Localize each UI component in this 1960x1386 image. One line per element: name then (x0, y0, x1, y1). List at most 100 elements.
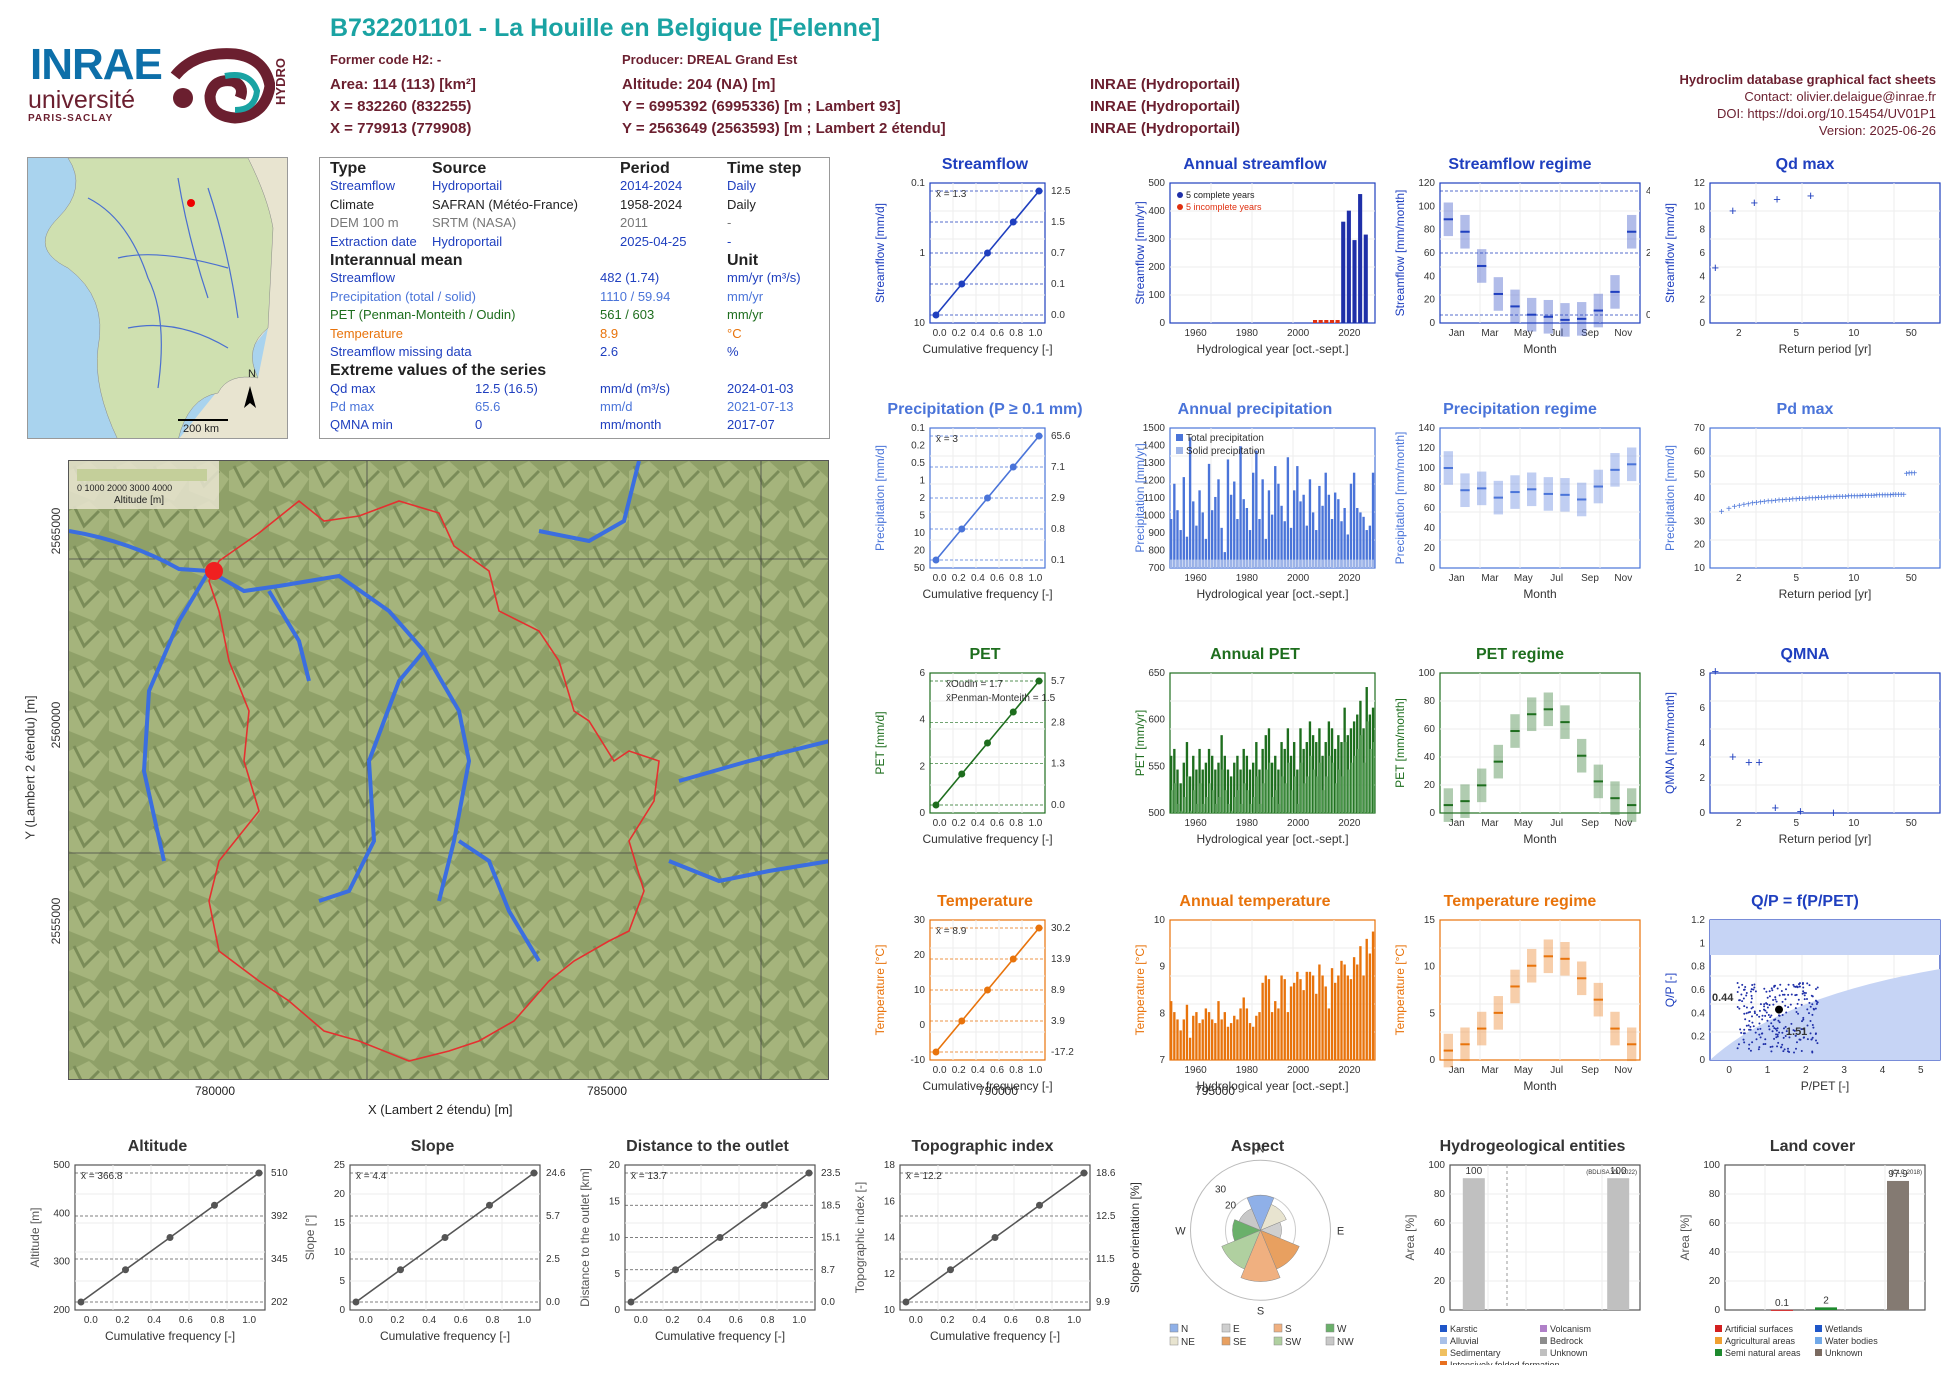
right-tick-label: 15.1 (821, 1233, 840, 1244)
legend-label: Artificial surfaces (1725, 1324, 1794, 1334)
legend-marker (1177, 204, 1183, 210)
scatter-point (1776, 1045, 1779, 1048)
chart-title: Qd max (1776, 156, 1835, 173)
solid-bar (1204, 559, 1208, 568)
incomplete-bar (1318, 320, 1323, 323)
scatter-point (1773, 1027, 1776, 1030)
annual-bar (1318, 964, 1321, 1060)
right-tick-label: 392 (271, 1211, 288, 1222)
scatter-point (1775, 1036, 1778, 1039)
annual-bar-pm (1193, 790, 1195, 813)
annual-bar-pm (1300, 762, 1303, 813)
annual-bar-pm (1353, 755, 1356, 813)
scatter-point (1777, 1041, 1780, 1044)
chart-annual_pet: Annual PET 500 550 600 650 1960 1980 2000 2020 Hy… (1133, 646, 1376, 846)
mean-value: 561 / 603 (600, 307, 655, 323)
ytick-label: 550 (1148, 761, 1165, 772)
compass-label: S (1257, 1305, 1264, 1317)
scatter-point (1806, 1008, 1809, 1011)
annual-bar-pm (1202, 803, 1205, 813)
doi-link[interactable]: DOI: https://doi.org/10.15454/UV01P1 (1717, 106, 1936, 121)
scatter-point (1750, 1001, 1753, 1004)
ytick-label: 0 (1429, 563, 1435, 574)
scatter-point (1781, 1000, 1784, 1003)
ytick-label: 10 (884, 1305, 896, 1316)
scatter-point (1767, 1013, 1770, 1016)
solid-bar (1359, 559, 1362, 568)
cdf-point (77, 1298, 85, 1306)
ytick-label: 20 (1424, 295, 1436, 306)
contact[interactable]: Contact: olivier.delaigue@inrae.fr (1744, 89, 1936, 104)
scatter-point (1758, 1022, 1761, 1025)
xtick-label: 1960 (1185, 328, 1208, 339)
scatter-point (1776, 1027, 1779, 1030)
annual-bar-pm (1240, 803, 1243, 813)
scatter-point (1774, 1018, 1777, 1021)
right-tick-label: 18.5 (821, 1200, 840, 1211)
xtick-label: 1.0 (242, 1315, 256, 1326)
annual-bar (1192, 755, 1195, 813)
ytick-label: 20 (914, 950, 926, 961)
annual-bar (1334, 982, 1337, 1060)
ytick-label: 60 (1434, 1218, 1446, 1229)
annual-bar (1204, 762, 1208, 813)
scatter-point (1795, 1011, 1798, 1014)
bar-value-label: 100 (1610, 1166, 1627, 1177)
xtick-label: 2000 (1287, 328, 1310, 339)
annual-bar (1277, 769, 1280, 813)
xtick-label: 10 (1848, 573, 1860, 584)
scatter-point (1753, 983, 1756, 986)
xtick-label: 2020 (1338, 1065, 1361, 1076)
annual-bar (1293, 982, 1296, 1060)
annual-bar (1261, 748, 1264, 813)
annual-bar-pm (1246, 790, 1249, 813)
col-step: Time step (727, 160, 802, 177)
cdf-point (397, 1266, 404, 1274)
legend-swatch (1273, 1323, 1283, 1333)
y-axis-label: Precipitation [mm/d] (1663, 445, 1677, 551)
ytick-label: 16 (884, 1196, 896, 1207)
annual-bar (1308, 479, 1312, 568)
annual-bar (1324, 986, 1327, 1060)
source-step: Daily (727, 196, 756, 212)
annual-bar (1198, 1023, 1201, 1060)
annual-bar (1324, 472, 1327, 568)
chart-slope: Slope 0 5 10 15 20 25 0.0 0.2 0.4 0.6 0.8 1.0 Cumulat… (303, 1138, 565, 1343)
y-axis-label: Precipitation [mm/yr] (1133, 443, 1147, 552)
legend-swatch (1221, 1323, 1231, 1333)
catchment-boundary (208, 499, 660, 1062)
annual-bar (1286, 457, 1290, 568)
xtick-label: 1 (1765, 1065, 1771, 1076)
annual-bar-pm (1338, 769, 1340, 813)
ytick-label: 10 (1694, 201, 1706, 212)
scatter-point (1764, 1042, 1767, 1045)
annual-bar (1264, 538, 1267, 568)
incomplete-bar (1324, 320, 1329, 323)
ytick-label: 0 (919, 808, 925, 819)
scatter-point (1776, 1033, 1779, 1036)
map-xlabel: X (Lambert 2 étendu) [m] (368, 1102, 513, 1117)
chart-temperature_regime: Temperature regime 0 5 10 15 Jan Mar May Jul Sep N… (1393, 893, 1641, 1093)
ytick-label: 40 (1424, 271, 1436, 282)
annual-bar (1170, 1001, 1173, 1060)
x-axis-label: Month (1523, 342, 1556, 356)
solid-bar (1242, 559, 1245, 568)
legend-swatch (1169, 1336, 1179, 1346)
scatter-point (1812, 1026, 1815, 1029)
y-axis-label: Precipitation [mm/d] (873, 445, 887, 551)
right-tick-label: 0.0 (821, 1297, 835, 1308)
annual-bar (1362, 516, 1365, 568)
chart-title: Q/P = f(P/PET) (1751, 893, 1859, 910)
cdf-point (1035, 924, 1043, 932)
xtick-label: 5 (1793, 573, 1799, 584)
y-axis-label: QMNA [mm/month] (1663, 692, 1677, 794)
annual-bar (1245, 1008, 1249, 1060)
annual-bar (1248, 1023, 1252, 1060)
xtick-label: 0.8 (486, 1315, 500, 1326)
cdf-point (984, 494, 991, 502)
scatter-point: + (1761, 497, 1767, 508)
annual-bar (1343, 507, 1346, 568)
annual-bar (1270, 1012, 1274, 1060)
cdf-point (1009, 708, 1017, 716)
mean-label: x̄ = 12.2 (906, 1171, 942, 1182)
